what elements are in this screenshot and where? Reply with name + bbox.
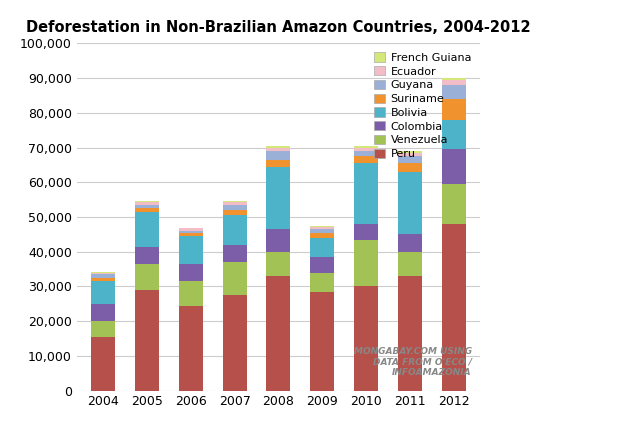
Bar (91, 281, 115, 304)
Bar (310, 257, 334, 273)
Bar (266, 276, 291, 391)
Bar (442, 85, 466, 99)
Bar (398, 151, 422, 153)
Bar (442, 120, 466, 149)
Bar (442, 184, 466, 224)
Bar (266, 252, 291, 276)
Bar (223, 245, 246, 262)
Bar (91, 272, 115, 273)
Bar (91, 304, 115, 321)
Bar (442, 149, 466, 184)
Bar (91, 273, 115, 274)
Bar (179, 233, 203, 236)
Bar (442, 224, 466, 391)
Bar (354, 224, 378, 240)
Bar (135, 201, 159, 202)
Bar (354, 148, 378, 151)
Bar (354, 156, 378, 163)
Bar (310, 233, 334, 238)
Bar (354, 286, 378, 391)
Bar (310, 273, 334, 292)
Bar (91, 337, 115, 391)
Bar (354, 151, 378, 156)
Bar (310, 292, 334, 391)
Bar (310, 238, 334, 257)
Bar (91, 278, 115, 281)
Bar (398, 234, 422, 252)
Bar (398, 252, 422, 276)
Bar (223, 295, 246, 391)
Text: MONGABAY.COM USING
DATA FROM O'ECO /
INFOAMAZONIA: MONGABAY.COM USING DATA FROM O'ECO / INF… (354, 347, 472, 377)
Bar (354, 163, 378, 224)
Bar (223, 202, 246, 205)
Bar (266, 148, 291, 151)
Bar (135, 212, 159, 247)
Bar (135, 247, 159, 264)
Bar (398, 163, 422, 172)
Title: Deforestation in Non-Brazilian Amazon Countries, 2004-2012: Deforestation in Non-Brazilian Amazon Co… (26, 20, 531, 35)
Bar (179, 306, 203, 391)
Bar (442, 80, 466, 85)
Bar (179, 264, 203, 281)
Bar (310, 226, 334, 227)
Bar (266, 146, 291, 148)
Bar (442, 78, 466, 80)
Bar (179, 228, 203, 230)
Bar (135, 264, 159, 290)
Bar (398, 153, 422, 156)
Bar (91, 321, 115, 337)
Bar (135, 202, 159, 205)
Bar (179, 281, 203, 306)
Bar (310, 229, 334, 233)
Bar (223, 215, 246, 245)
Legend: French Guiana, Ecuador, Guyana, Suriname, Bolivia, Colombia, Venezuela, Peru: French Guiana, Ecuador, Guyana, Suriname… (371, 49, 474, 162)
Bar (266, 167, 291, 229)
Bar (135, 208, 159, 212)
Bar (266, 229, 291, 252)
Bar (266, 160, 291, 167)
Bar (91, 274, 115, 278)
Bar (442, 99, 466, 120)
Bar (310, 227, 334, 229)
Bar (354, 240, 378, 286)
Bar (179, 230, 203, 233)
Bar (354, 146, 378, 148)
Bar (135, 205, 159, 208)
Bar (223, 262, 246, 295)
Bar (223, 201, 246, 202)
Bar (398, 172, 422, 234)
Bar (266, 151, 291, 160)
Bar (398, 156, 422, 163)
Bar (398, 276, 422, 391)
Bar (223, 210, 246, 215)
Bar (179, 236, 203, 264)
Bar (135, 290, 159, 391)
Bar (223, 205, 246, 210)
